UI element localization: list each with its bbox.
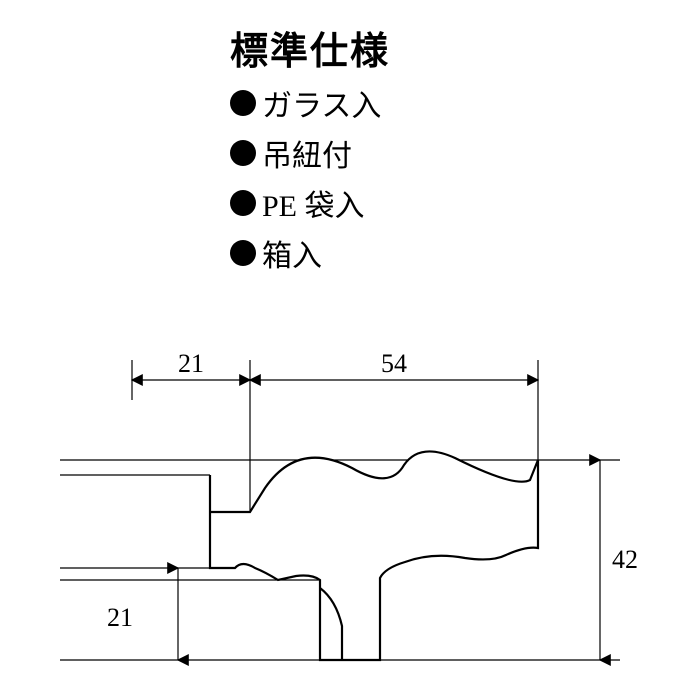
spec-item: 箱入 [230, 231, 390, 275]
dim-rabbet-height: 21 [107, 603, 133, 632]
spec-title: 標準仕様 [230, 20, 390, 75]
bullet-icon [230, 140, 256, 166]
dim-rabbet-width: 21 [178, 349, 204, 378]
spec-item: ガラス入 [230, 81, 390, 125]
cross-section-diagram: 21 54 42 21 [60, 330, 640, 670]
bullet-icon [230, 240, 256, 266]
bullet-icon [230, 190, 256, 216]
spec-item-label: ガラス入 [262, 81, 381, 125]
spec-item-label: 吊紐付 [262, 131, 352, 175]
spec-item-label: 箱入 [262, 231, 322, 275]
bullet-icon [230, 90, 256, 116]
spec-block: 標準仕様 ガラス入 吊紐付 PE 袋入 箱入 [230, 20, 390, 281]
spec-item: 吊紐付 [230, 131, 390, 175]
dim-face-width: 54 [381, 349, 407, 378]
dim-total-height: 42 [612, 545, 638, 574]
spec-item: PE 袋入 [230, 181, 390, 225]
spec-item-label: PE 袋入 [262, 181, 365, 225]
